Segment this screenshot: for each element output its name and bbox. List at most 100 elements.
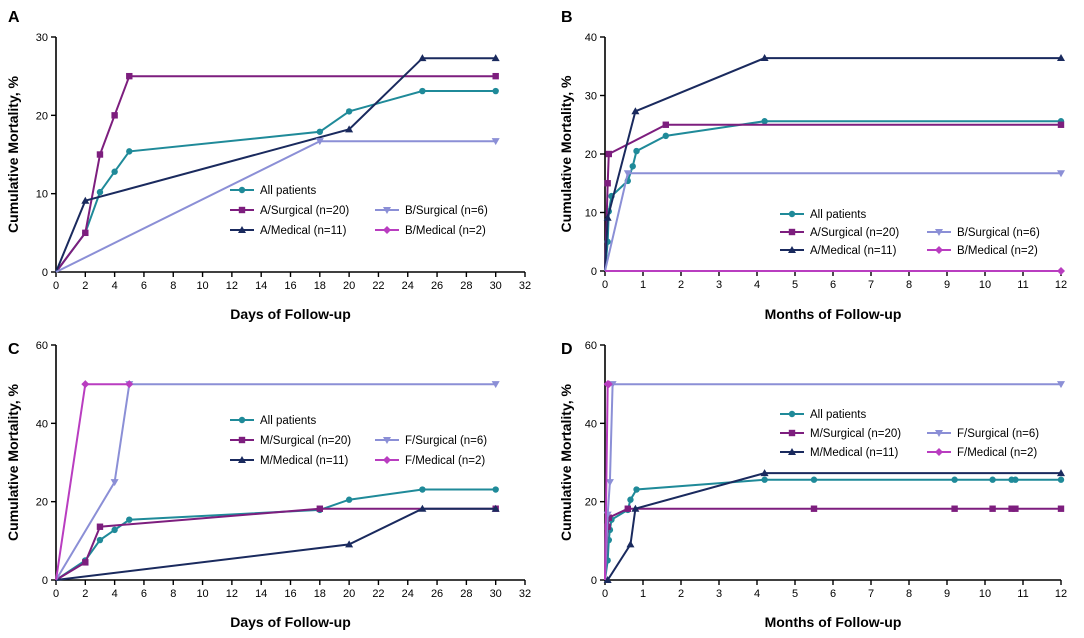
legend-label: B/Medical (n=2) bbox=[405, 225, 486, 237]
data-point bbox=[111, 526, 118, 534]
legend-label: B/Surgical (n=6) bbox=[957, 227, 1040, 239]
x-tick-label: 22 bbox=[372, 280, 384, 292]
data-point bbox=[633, 147, 640, 155]
data-point bbox=[605, 479, 614, 487]
data-point bbox=[760, 54, 769, 62]
legend-label: M/Surgical (n=20) bbox=[260, 435, 351, 447]
x-axis-title: Days of Follow-up bbox=[230, 306, 351, 322]
y-tick-label: 40 bbox=[585, 32, 597, 44]
legend-label: M/Medical (n=11) bbox=[810, 447, 898, 459]
y-tick-label: 0 bbox=[591, 266, 597, 278]
legend-swatch-marker bbox=[238, 416, 246, 424]
y-tick-label: 0 bbox=[42, 267, 48, 279]
data-point bbox=[345, 108, 353, 115]
data-point bbox=[345, 540, 354, 548]
x-tick-label: 11 bbox=[1017, 588, 1028, 600]
data-point bbox=[603, 213, 612, 221]
x-tick-label: 14 bbox=[255, 588, 267, 600]
series-line-3 bbox=[55, 383, 496, 581]
x-tick-label: 18 bbox=[314, 280, 326, 292]
legend: All patients M/Surgical (n=20) F/Surgical … bbox=[780, 409, 1039, 459]
y-tick-label: 0 bbox=[591, 575, 597, 587]
x-tick-label: 6 bbox=[141, 588, 147, 600]
x-tick-label: 26 bbox=[431, 588, 443, 600]
x-tick-label: 32 bbox=[519, 280, 531, 292]
panel-letter: C bbox=[8, 341, 20, 358]
data-point bbox=[810, 505, 818, 512]
x-tick-label: 2 bbox=[82, 588, 88, 600]
legend-swatch-marker bbox=[788, 246, 796, 253]
x-tick-label: 0 bbox=[53, 280, 59, 292]
legend-swatch-marker bbox=[788, 228, 796, 236]
data-point bbox=[491, 138, 500, 146]
legend-label: F/Surgical (n=6) bbox=[957, 428, 1039, 440]
data-point bbox=[662, 132, 669, 140]
data-point bbox=[491, 381, 500, 389]
x-tick-label: 6 bbox=[141, 280, 147, 292]
data-point bbox=[492, 72, 499, 80]
panel-letter: D bbox=[561, 341, 573, 358]
x-tick-label: 14 bbox=[255, 280, 267, 292]
legend-label: B/Surgical (n=6) bbox=[405, 205, 488, 217]
data-point bbox=[1057, 381, 1065, 389]
data-point bbox=[126, 516, 133, 523]
x-tick-label: 24 bbox=[402, 280, 414, 292]
legend-swatch-marker bbox=[238, 436, 246, 444]
data-point bbox=[82, 559, 89, 566]
data-point bbox=[110, 479, 119, 487]
legend-label: A/Surgical (n=20) bbox=[810, 227, 899, 239]
legend-swatch-marker bbox=[788, 210, 796, 218]
legend-swatch-marker bbox=[238, 186, 246, 194]
legend-swatch-marker bbox=[238, 226, 246, 233]
series-line-2 bbox=[605, 472, 1061, 581]
legend-swatch-marker bbox=[935, 246, 943, 254]
data-point bbox=[96, 536, 104, 544]
legend-swatch-marker bbox=[788, 410, 796, 418]
legend-swatch-marker bbox=[383, 437, 391, 444]
series-line-0 bbox=[55, 90, 496, 273]
x-tick-label: 32 bbox=[519, 588, 531, 600]
x-tick-label: 24 bbox=[402, 588, 414, 600]
legend-swatch-marker bbox=[935, 430, 943, 437]
data-point bbox=[989, 505, 996, 512]
x-tick-label: 10 bbox=[979, 279, 991, 291]
data-point bbox=[604, 180, 611, 187]
data-point bbox=[125, 380, 134, 389]
y-axis-title: Cumulative Mortality, % bbox=[5, 384, 21, 541]
data-point bbox=[111, 168, 118, 175]
x-tick-label: 5 bbox=[792, 279, 798, 291]
data-point bbox=[316, 128, 324, 135]
x-tick-label: 16 bbox=[284, 588, 296, 600]
y-tick-label: 10 bbox=[585, 208, 597, 220]
series-line-2 bbox=[55, 507, 496, 581]
y-axis-title: Cumulative Mortality, % bbox=[558, 384, 574, 541]
y-tick-label: 30 bbox=[585, 91, 597, 103]
x-tick-label: 20 bbox=[343, 588, 355, 600]
x-tick-label: 2 bbox=[82, 280, 88, 292]
data-point bbox=[1057, 121, 1065, 128]
legend-swatch-marker bbox=[788, 448, 796, 455]
x-axis-title: Months of Follow-up bbox=[765, 306, 902, 322]
x-tick-label: 7 bbox=[868, 588, 874, 600]
legend: All patients A/Surgical (n=20) B/Surgical … bbox=[230, 185, 488, 237]
data-point bbox=[1012, 505, 1019, 512]
legend-swatch-marker bbox=[238, 206, 246, 214]
x-tick-label: 28 bbox=[460, 280, 472, 292]
x-tick-label: 20 bbox=[343, 280, 355, 292]
x-tick-label: 18 bbox=[314, 588, 326, 600]
y-axis-title: Cumulative Mortality, % bbox=[5, 76, 21, 233]
data-point bbox=[345, 496, 353, 503]
legend: All patients M/Surgical (n=20) F/Surgical … bbox=[230, 415, 487, 467]
legend: All patients A/Surgical (n=20) B/Surgical … bbox=[780, 209, 1040, 257]
x-tick-label: 4 bbox=[112, 280, 118, 292]
data-point bbox=[627, 496, 634, 503]
legend-label: A/Medical (n=11) bbox=[260, 225, 347, 237]
panel-letter: B bbox=[561, 9, 573, 26]
data-point bbox=[419, 486, 426, 493]
x-tick-label: 30 bbox=[490, 588, 502, 600]
data-point bbox=[492, 486, 499, 493]
x-tick-label: 9 bbox=[944, 588, 950, 600]
